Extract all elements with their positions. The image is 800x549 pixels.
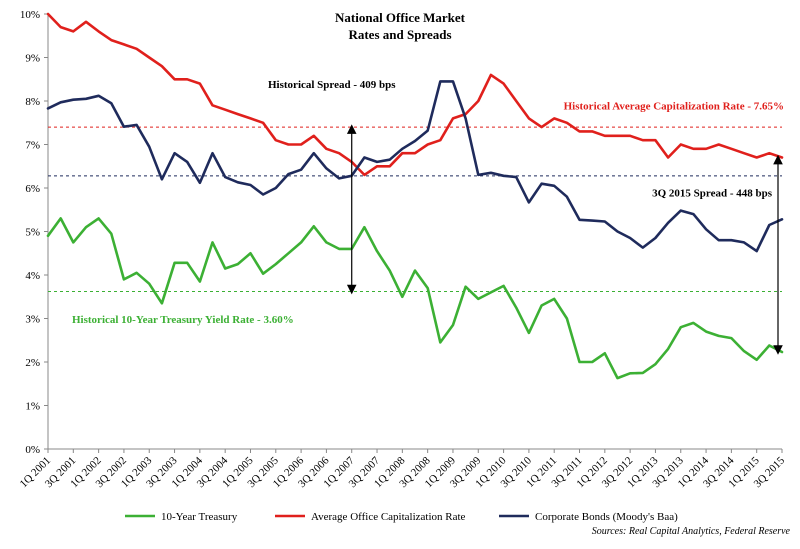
y-tick-label: 1%	[25, 401, 40, 413]
y-tick-label: 8%	[25, 96, 40, 108]
historical-treasury-label: Historical 10-Year Treasury Yield Rate -…	[72, 314, 294, 326]
chart-title: National Office Market	[335, 10, 466, 25]
series-line-3	[46, 80, 784, 253]
y-tick-label: 4%	[25, 270, 40, 282]
y-tick-label: 7%	[25, 140, 40, 152]
y-tick-label: 2%	[25, 357, 40, 369]
chart-subtitle: Rates and Spreads	[348, 27, 451, 42]
y-tick-label: 9%	[25, 53, 40, 65]
y-tick-label: 6%	[25, 183, 40, 195]
y-tick-label: 5%	[25, 227, 40, 239]
y-tick-label: 10%	[20, 9, 40, 21]
legend-label-2: Average Office Capitalization Rate	[311, 511, 466, 523]
legend-label-3: Corporate Bonds (Moody's Baa)	[535, 511, 678, 523]
historical-cap-rate-label: Historical Average Capitalization Rate -…	[564, 101, 784, 113]
current-spread-label: 3Q 2015 Spread - 448 bps	[652, 188, 773, 200]
y-tick-label: 0%	[25, 444, 40, 456]
series-line-1	[46, 217, 784, 380]
source-note: Sources: Real Capital Analytics, Federal…	[592, 526, 791, 537]
legend-label-1: 10-Year Treasury	[161, 511, 238, 523]
historical-spread-label: Historical Spread - 409 bps	[268, 79, 396, 91]
y-tick-label: 3%	[25, 314, 40, 326]
legend: 10-Year Treasury Average Office Capitaliz…	[125, 511, 678, 523]
series-line-2	[46, 12, 784, 177]
